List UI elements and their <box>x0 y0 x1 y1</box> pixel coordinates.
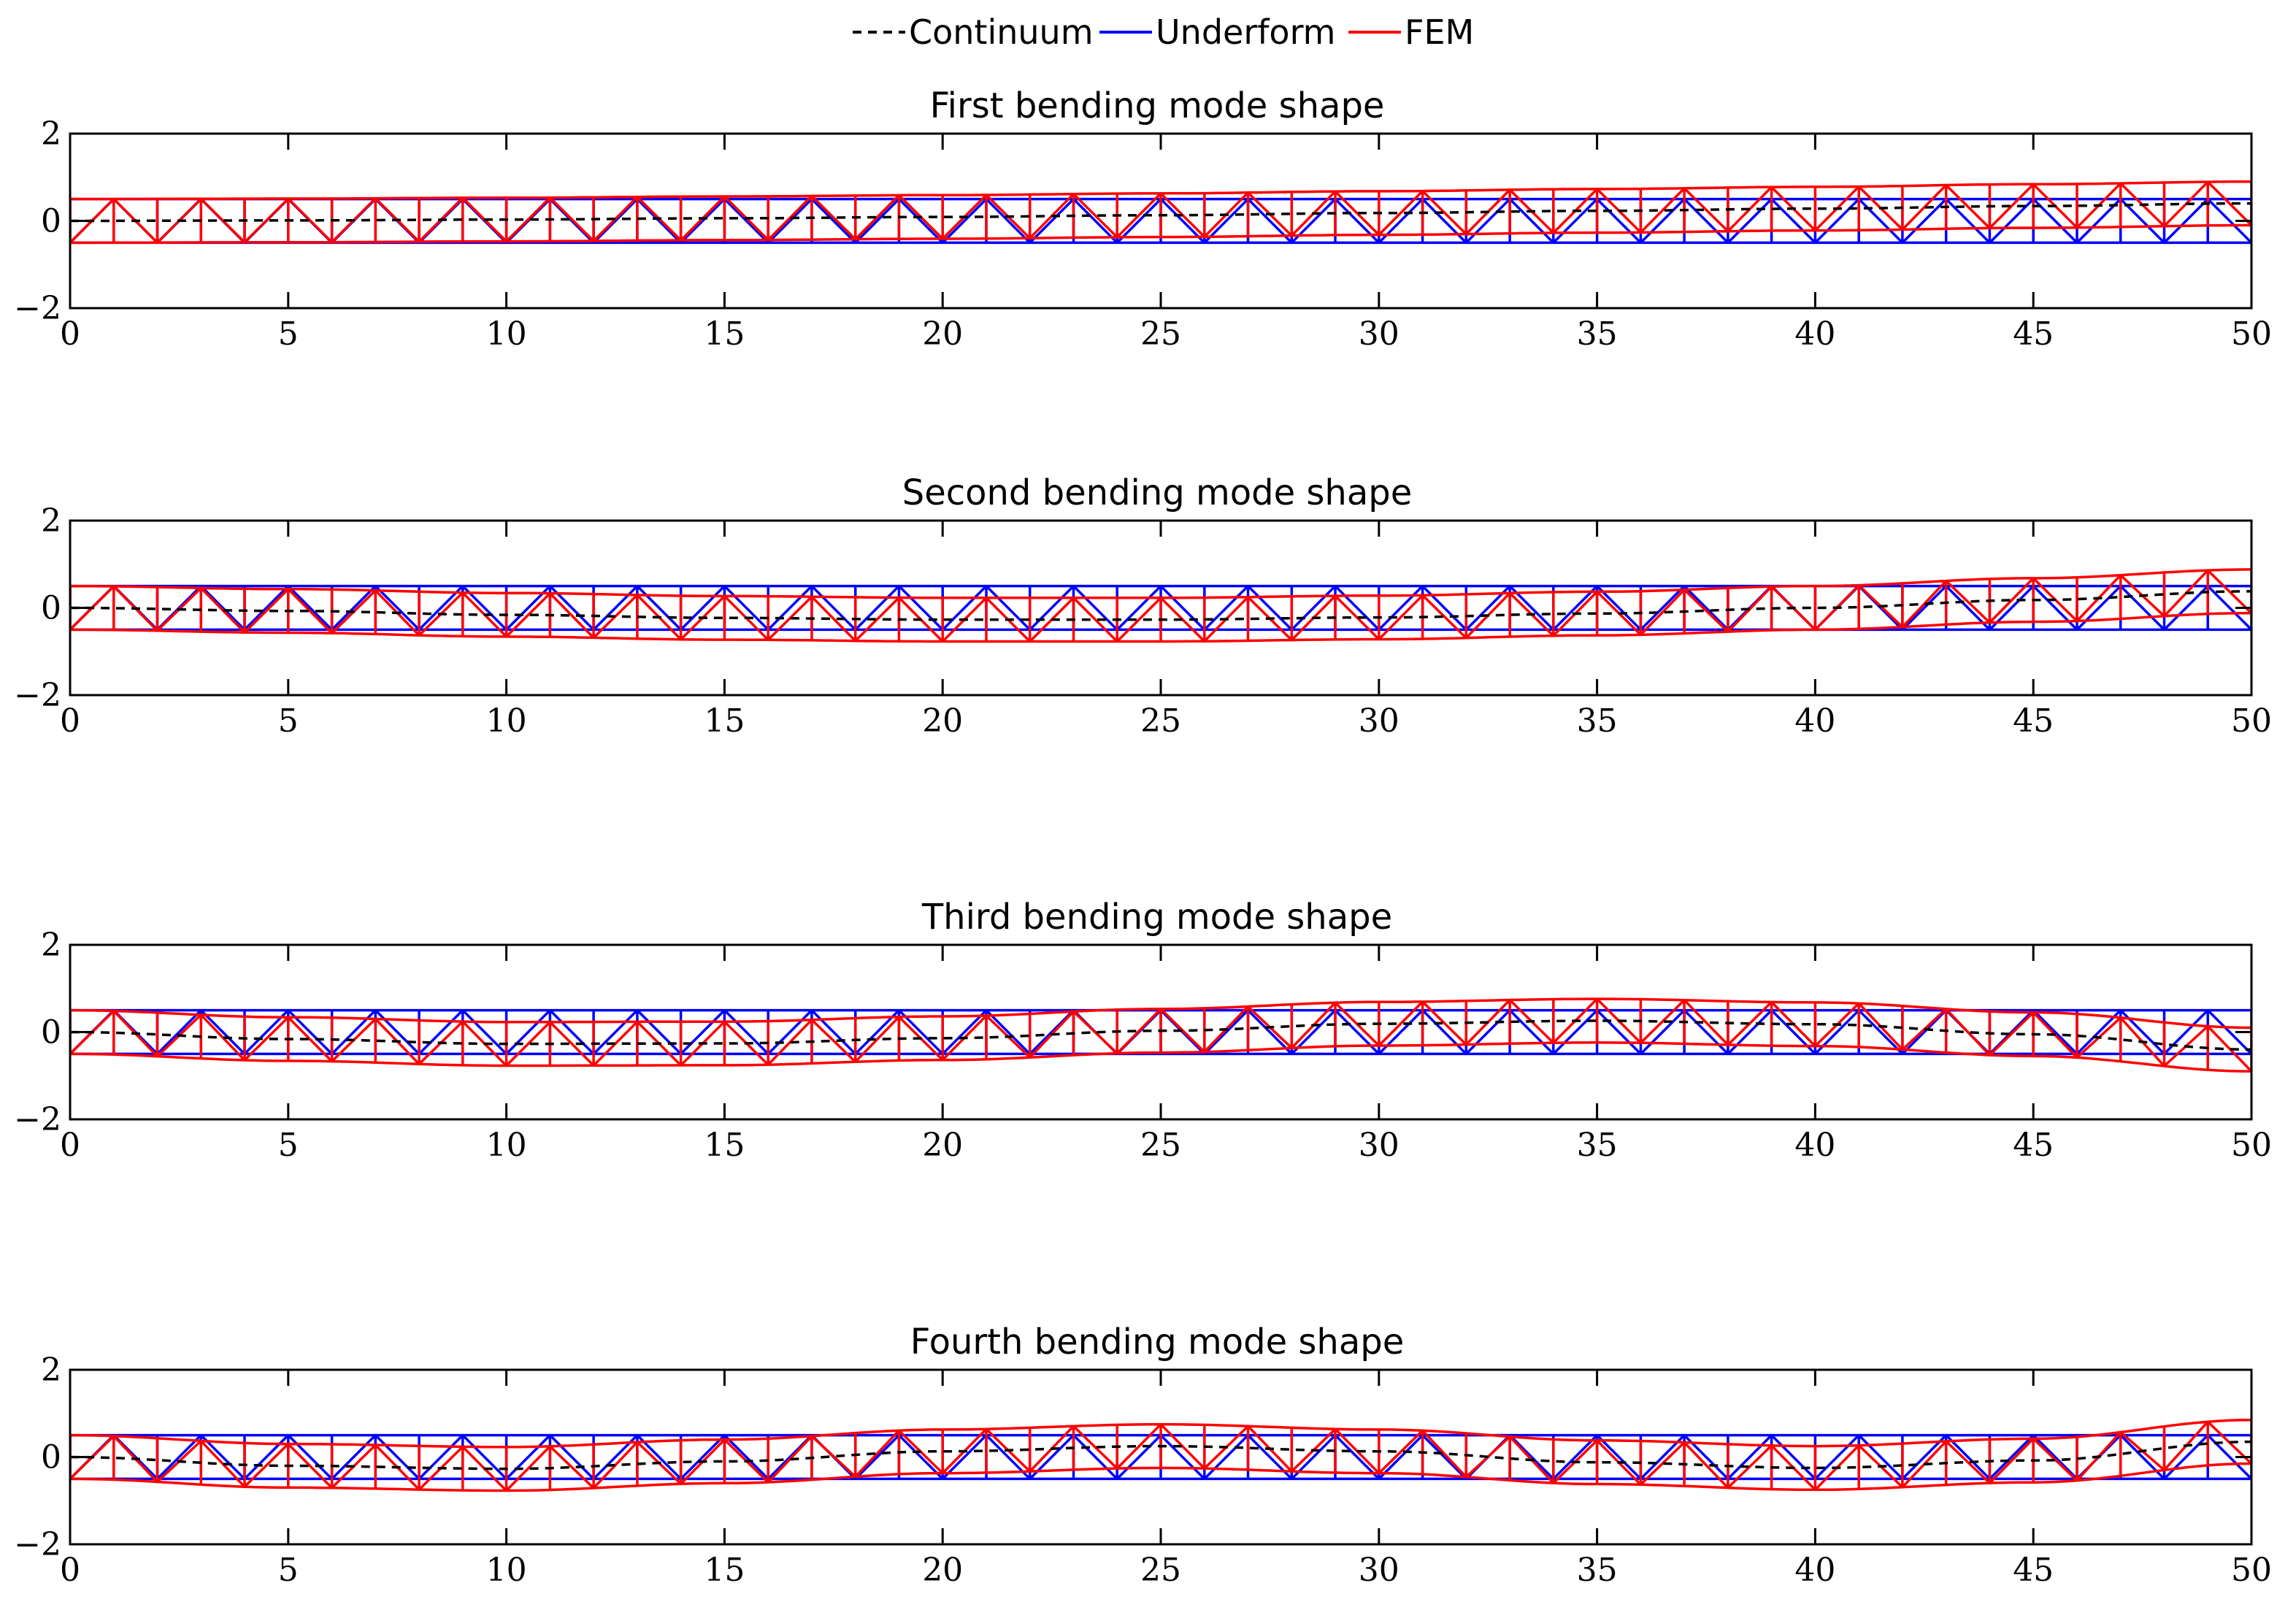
y-tick-label: 0 <box>41 203 61 240</box>
x-tick-label: 30 <box>1359 315 1400 353</box>
y-tick-label: 0 <box>41 590 61 627</box>
y-tick-label: 2 <box>41 927 61 964</box>
subplot-title: Second bending mode shape <box>902 472 1413 513</box>
continuum-line <box>70 202 2251 223</box>
y-tick-label: 2 <box>41 115 61 153</box>
y-tick-label: 2 <box>41 1352 61 1389</box>
x-tick-label: 5 <box>278 702 299 740</box>
x-tick-label: 5 <box>278 1552 299 1589</box>
x-tick-label: 0 <box>60 1552 80 1589</box>
x-tick-label: 20 <box>922 315 963 353</box>
x-tick-label: 50 <box>2231 315 2272 353</box>
continuum-line <box>70 1440 2251 1471</box>
x-tick-label: 0 <box>60 1127 80 1164</box>
plot-area <box>70 1418 2251 1492</box>
x-tick-label: 45 <box>2013 1127 2054 1164</box>
plot-area <box>70 180 2251 245</box>
x-tick-label: 45 <box>2013 702 2054 740</box>
x-tick-label: 50 <box>2231 1127 2272 1164</box>
continuum-line <box>70 590 2251 621</box>
y-tick-label: 2 <box>41 502 61 540</box>
plot-area <box>70 997 2251 1073</box>
x-tick-label: 25 <box>1140 1552 1181 1589</box>
subplot-title: Fourth bending mode shape <box>910 1322 1405 1362</box>
x-tick-label: 15 <box>704 702 745 740</box>
x-tick-label: 45 <box>2013 1552 2054 1589</box>
x-tick-label: 25 <box>1140 1127 1181 1164</box>
legend-label-fem: FEM <box>1405 12 1474 52</box>
x-tick-label: 15 <box>704 1552 745 1589</box>
x-tick-label: 25 <box>1140 315 1181 353</box>
subplot-title: Third bending mode shape <box>921 897 1392 938</box>
continuum-line <box>70 1019 2251 1051</box>
x-tick-label: 50 <box>2231 702 2272 740</box>
plot-area <box>70 568 2251 643</box>
x-tick-label: 10 <box>486 1127 527 1164</box>
fem-verticals <box>70 181 2251 243</box>
x-tick-label: 30 <box>1359 702 1400 740</box>
x-tick-label: 40 <box>1794 315 1835 353</box>
x-tick-label: 20 <box>922 1552 963 1589</box>
x-tick-label: 45 <box>2013 315 2054 353</box>
x-tick-label: 35 <box>1577 1127 1618 1164</box>
x-tick-label: 40 <box>1794 1552 1835 1589</box>
y-tick-label: −2 <box>14 1101 61 1138</box>
y-tick-label: −2 <box>14 1526 61 1563</box>
x-tick-label: 20 <box>922 1127 963 1164</box>
x-tick-label: 35 <box>1577 315 1618 353</box>
x-tick-label: 0 <box>60 702 80 740</box>
x-tick-label: 30 <box>1359 1127 1400 1164</box>
x-tick-label: 5 <box>278 315 299 353</box>
y-tick-label: 0 <box>41 1014 61 1051</box>
x-tick-label: 25 <box>1140 702 1181 740</box>
y-tick-label: −2 <box>14 290 61 327</box>
y-tick-label: 0 <box>41 1439 61 1476</box>
x-tick-label: 10 <box>486 1552 527 1589</box>
x-tick-label: 15 <box>704 1127 745 1164</box>
x-tick-label: 35 <box>1577 1552 1618 1589</box>
x-tick-label: 40 <box>1794 1127 1835 1164</box>
x-tick-label: 30 <box>1359 1552 1400 1589</box>
subplot-title: First bending mode shape <box>930 85 1385 126</box>
legend: Continuum Underform FEM <box>853 12 1474 52</box>
x-tick-label: 40 <box>1794 702 1835 740</box>
fem-truss <box>70 180 2251 245</box>
legend-label-underform: Underform <box>1156 12 1336 52</box>
x-tick-label: 20 <box>922 702 963 740</box>
x-tick-label: 10 <box>486 702 527 740</box>
x-tick-label: 5 <box>278 1127 299 1164</box>
legend-label-continuum: Continuum <box>909 12 1094 52</box>
x-tick-label: 15 <box>704 315 745 353</box>
x-tick-label: 0 <box>60 315 80 353</box>
x-tick-label: 10 <box>486 315 527 353</box>
x-tick-label: 50 <box>2231 1552 2272 1589</box>
y-tick-label: −2 <box>14 677 61 714</box>
x-tick-label: 35 <box>1577 702 1618 740</box>
